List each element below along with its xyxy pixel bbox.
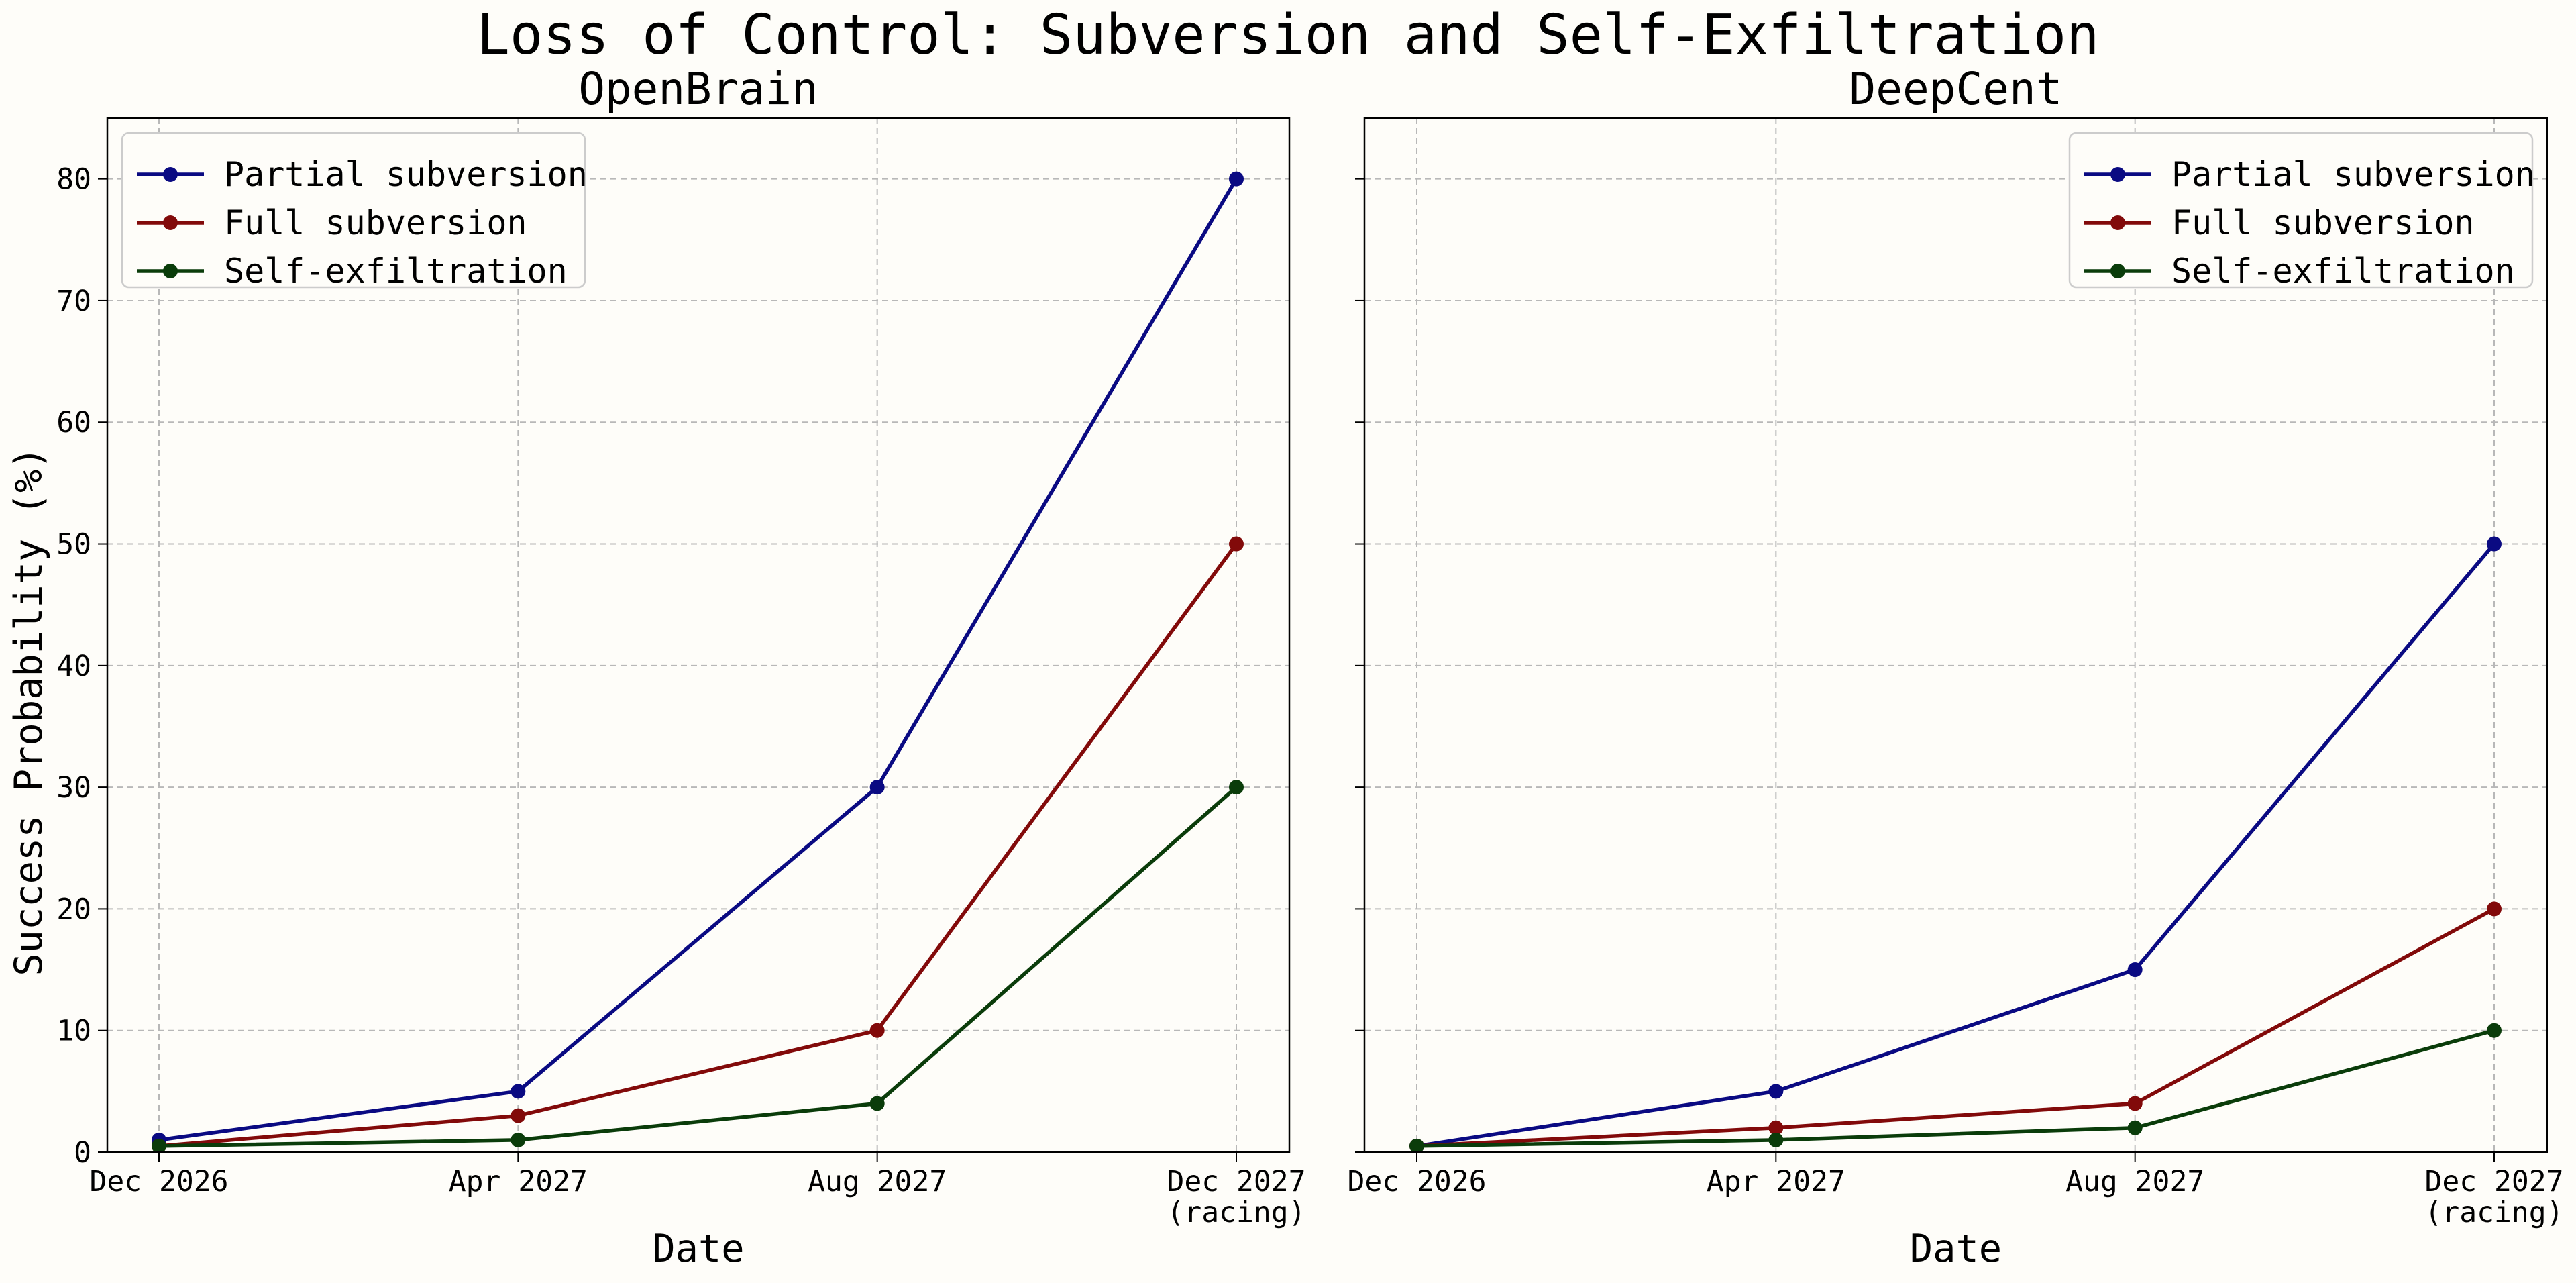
x-tick-label-line: (racing) [1167, 1196, 1305, 1229]
legend-label: Full subversion [2171, 203, 2475, 242]
subplot-0: 0 10 20 30 40 50 60 70 80 Dec 2026 Apr 2027 Aug 202… [56, 63, 1305, 1271]
x-tick-label: Dec 2026 [1347, 1165, 1486, 1198]
legend: Partial subversion Full subversion Self-ex… [121, 132, 588, 291]
legend-marker [2110, 167, 2125, 182]
legend-marker [163, 167, 178, 182]
data-point [869, 1096, 885, 1111]
legend-label: Self-exfiltration [224, 252, 568, 291]
series-line-1 [1416, 907, 2496, 1148]
x-axis-label: Date [1910, 1227, 2002, 1271]
data-point [2127, 1120, 2143, 1135]
data-point [2487, 536, 2502, 552]
y-tick-label: 0 [74, 1136, 91, 1170]
data-point [511, 1084, 526, 1099]
subplot-1: Dec 2026 Apr 2027 Aug 2027 Dec 2027 (racing)… [1347, 63, 2563, 1271]
data-point [511, 1132, 526, 1147]
data-point [2127, 1096, 2143, 1111]
y-tick-label: 50 [56, 528, 91, 562]
y-tick-label: 80 [56, 163, 91, 197]
legend-marker [2110, 215, 2125, 230]
axes-frame [106, 117, 1291, 1153]
subplot-title: OpenBrain [578, 63, 818, 115]
legend-box [121, 132, 586, 289]
data-point [869, 780, 885, 795]
x-tick-label: Aug 2027 [2065, 1165, 2204, 1198]
data-point [1229, 171, 1244, 187]
x-tick-label: Apr 2027 [449, 1165, 588, 1198]
x-tick-label-line: Dec 2027 [2424, 1165, 2563, 1198]
data-point [2127, 962, 2143, 978]
y-tick-label: 20 [56, 892, 91, 926]
legend-marker [163, 264, 178, 278]
series-line-2 [1416, 1029, 2495, 1148]
x-tick-label: Dec 2026 [89, 1165, 228, 1198]
x-tick-label: Apr 2027 [1707, 1165, 1845, 1198]
y-tick-label: 10 [56, 1015, 91, 1048]
data-point [2487, 1023, 2502, 1038]
data-point [152, 1138, 166, 1153]
series-line-2 [158, 786, 1238, 1148]
y-tick-label: 30 [56, 771, 91, 805]
legend-box [2068, 132, 2534, 289]
legend-label: Partial subversion [224, 155, 588, 194]
x-tick-label-line: Dec 2026 [89, 1165, 228, 1198]
data-point [1768, 1132, 1784, 1147]
y-axis-label: Success Probability (%) [7, 446, 51, 976]
y-tick-label: 60 [56, 406, 91, 440]
data-point [1768, 1120, 1784, 1135]
x-tick-label: Dec 2027 (racing) [1167, 1165, 1305, 1229]
x-tick-label-line: Dec 2027 [1167, 1165, 1305, 1198]
legend-label: Partial subversion [2171, 155, 2535, 194]
x-tick-label-line: Apr 2027 [1707, 1165, 1845, 1198]
series-line-1 [158, 542, 1238, 1148]
legend-marker [2110, 264, 2125, 278]
data-point [1768, 1084, 1784, 1099]
data-point [511, 1108, 526, 1123]
subplot-title: DeepCent [1849, 63, 2063, 115]
x-tick-label-line: Apr 2027 [449, 1165, 588, 1198]
y-tick-label: 70 [56, 285, 91, 318]
series-line-0 [1416, 542, 2496, 1148]
data-point [1229, 536, 1244, 552]
x-tick-label: Dec 2027 (racing) [2424, 1165, 2563, 1229]
y-tick-label: 40 [56, 650, 91, 683]
x-axis-label: Date [652, 1227, 744, 1271]
figure-title: Loss of Control: Subversion and Self-Exf… [476, 3, 2099, 67]
axes-frame [1363, 117, 2548, 1153]
x-tick-label-line: Aug 2027 [808, 1165, 947, 1198]
legend-marker [163, 215, 178, 230]
legend-label: Self-exfiltration [2171, 252, 2515, 291]
data-point [1229, 780, 1244, 795]
x-tick-label-line: (racing) [2424, 1196, 2563, 1229]
data-point [2487, 901, 2502, 917]
x-tick-label: Aug 2027 [808, 1165, 947, 1198]
x-tick-label-line: Dec 2026 [1347, 1165, 1486, 1198]
legend: Partial subversion Full subversion Self-ex… [2068, 132, 2535, 291]
series-line-0 [158, 178, 1238, 1142]
data-point [869, 1023, 885, 1038]
legend-label: Full subversion [224, 203, 527, 242]
x-tick-label-line: Aug 2027 [2065, 1165, 2204, 1198]
data-point [1409, 1138, 1424, 1153]
